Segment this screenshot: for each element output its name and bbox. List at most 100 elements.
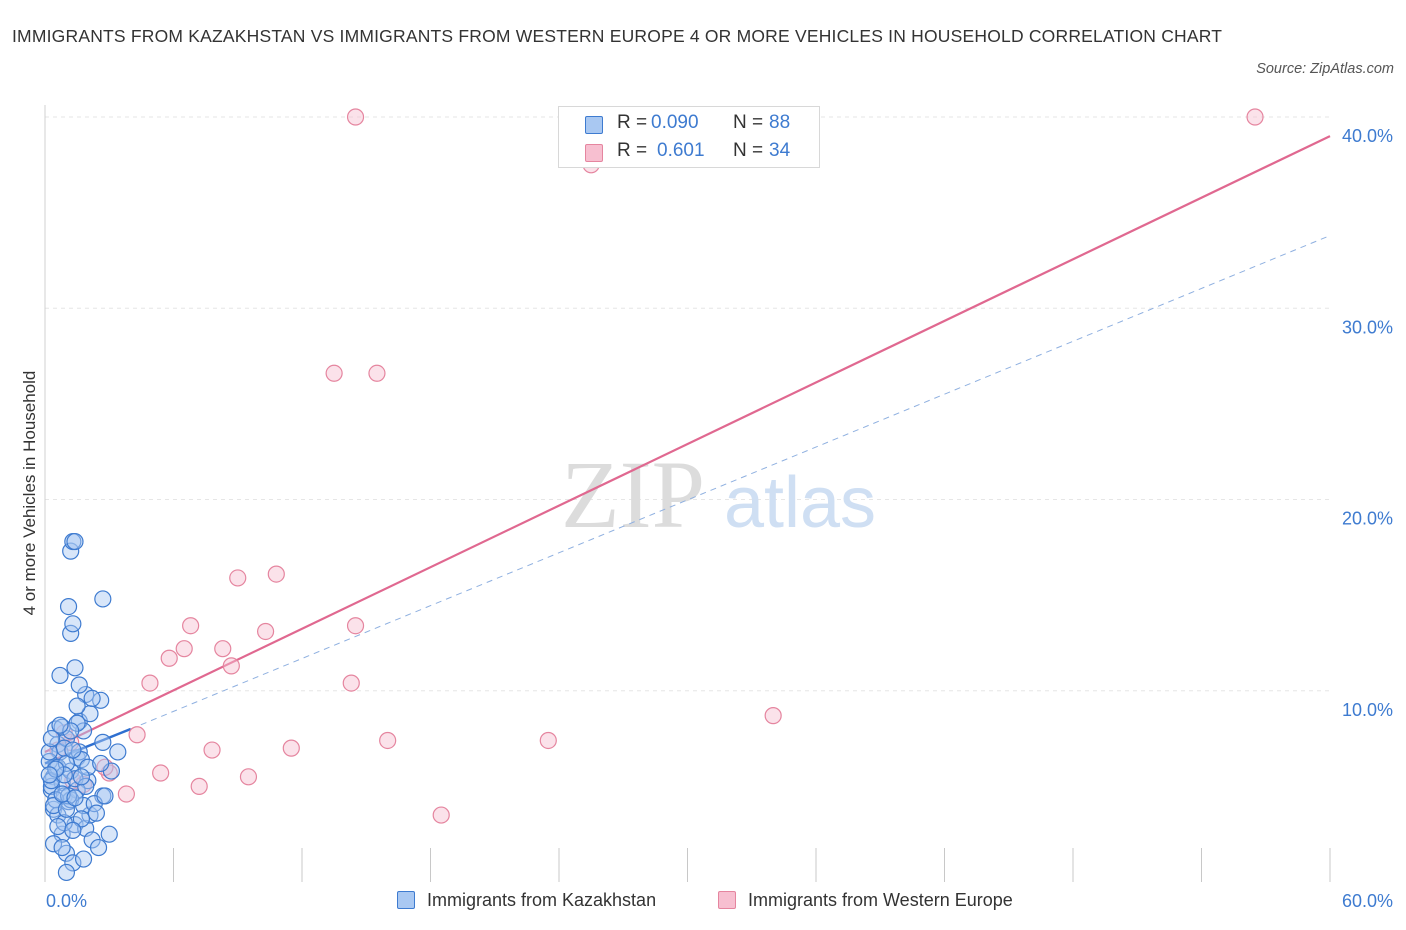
chart-title: IMMIGRANTS FROM KAZAKHSTAN VS IMMIGRANTS…	[12, 26, 1223, 46]
x-tick-label-max: 60.0%	[1341, 891, 1393, 911]
y-tick-label: 30.0%	[1342, 317, 1393, 337]
legend-r-value-western-europe: 0.601	[657, 140, 705, 161]
bottom-legend-swatch-western-europe	[718, 891, 736, 909]
legend-n-value-western-europe: 34	[769, 140, 791, 161]
point-kazakhstan	[72, 810, 91, 828]
point-kazakhstan	[89, 838, 108, 857]
point-western-europe	[346, 617, 365, 635]
point-kazakhstan	[94, 590, 112, 608]
point-kazakhstan	[64, 615, 82, 633]
bottom-legend-western-europe: Immigrants from Western Europe	[718, 890, 1013, 911]
bottom-legend-swatch-kazakhstan	[397, 891, 415, 909]
bottom-legend-kazakhstan: Immigrants from Kazakhstan	[397, 890, 656, 911]
point-kazakhstan	[53, 838, 71, 857]
point-kazakhstan	[74, 850, 93, 868]
trend-line-western-europe	[44, 135, 1331, 753]
point-kazakhstan	[100, 825, 118, 843]
point-kazakhstan	[59, 597, 78, 616]
legend-n-label: N =	[733, 112, 764, 133]
point-western-europe	[764, 707, 782, 725]
point-western-europe	[346, 108, 365, 126]
stats-legend: R = 0.090 N = 88 R = 0.601 N = 34	[558, 106, 820, 168]
point-western-europe	[267, 565, 285, 583]
point-kazakhstan	[44, 835, 63, 853]
points-layer	[40, 108, 1264, 882]
point-western-europe	[239, 768, 258, 786]
point-western-europe	[368, 364, 386, 382]
point-kazakhstan	[40, 766, 58, 784]
point-western-europe	[117, 785, 135, 803]
source-label: Source: ZipAtlas.com	[1256, 61, 1394, 77]
bottom-legend-label-western-europe: Immigrants from Western Europe	[748, 890, 1013, 910]
point-kazakhstan	[77, 777, 95, 795]
y-tick-label: 20.0%	[1342, 509, 1393, 529]
legend-r-label: R =	[617, 112, 648, 133]
point-kazakhstan	[42, 729, 61, 748]
point-kazakhstan	[55, 766, 73, 784]
bottom-legend-label-kazakhstan: Immigrants from Kazakhstan	[427, 890, 657, 910]
point-western-europe	[229, 569, 247, 587]
point-kazakhstan	[51, 716, 69, 734]
y-tick-labels: 10.0% 20.0% 30.0% 40.0%	[1342, 126, 1393, 720]
point-kazakhstan	[66, 659, 84, 677]
watermark-atlas: atlas	[724, 463, 876, 543]
point-kazakhstan	[40, 743, 58, 761]
point-western-europe	[152, 764, 170, 782]
x-tick-label-min: 0.0%	[46, 891, 88, 911]
point-kazakhstan	[49, 817, 67, 836]
point-kazakhstan	[94, 733, 112, 751]
point-western-europe	[342, 674, 360, 692]
point-western-europe	[214, 640, 232, 658]
point-western-europe	[141, 674, 159, 692]
legend-r-value-kazakhstan: 0.090	[651, 112, 699, 133]
y-tick-label: 10.0%	[1342, 700, 1393, 720]
point-kazakhstan	[47, 760, 65, 778]
point-western-europe	[175, 640, 193, 658]
point-western-europe	[379, 731, 397, 750]
point-kazakhstan	[66, 789, 84, 807]
watermark: ZIP atlas	[561, 441, 876, 548]
point-western-europe	[539, 731, 557, 750]
axis-layer	[44, 105, 1331, 882]
point-kazakhstan	[51, 666, 69, 685]
legend-swatch-western-europe	[585, 144, 603, 162]
point-western-europe	[1246, 108, 1264, 126]
trend-line-kazakhstan-extended	[130, 235, 1331, 730]
watermark-zip: ZIP	[561, 441, 705, 548]
point-kazakhstan	[59, 787, 78, 805]
point-kazakhstan	[64, 821, 82, 839]
point-kazakhstan	[53, 785, 71, 803]
point-western-europe	[203, 741, 221, 759]
point-kazakhstan	[68, 697, 86, 715]
legend-n-value-kazakhstan: 88	[769, 112, 791, 133]
point-western-europe	[160, 649, 178, 667]
point-western-europe	[182, 617, 200, 635]
point-western-europe	[282, 739, 300, 757]
point-kazakhstan	[64, 854, 82, 872]
y-tick-label: 40.0%	[1342, 126, 1393, 146]
point-kazakhstan	[70, 676, 88, 694]
point-kazakhstan	[64, 741, 82, 759]
point-kazakhstan	[66, 532, 84, 551]
grid-layer	[45, 116, 1330, 692]
point-kazakhstan	[92, 754, 110, 773]
point-western-europe	[190, 777, 208, 795]
point-kazakhstan	[57, 863, 76, 882]
point-kazakhstan	[72, 768, 91, 786]
point-kazakhstan	[83, 689, 101, 708]
point-western-europe	[222, 657, 240, 675]
point-kazakhstan	[44, 796, 63, 815]
legend-r-label: R =	[617, 140, 648, 161]
point-kazakhstan	[79, 758, 97, 776]
point-western-europe	[256, 622, 275, 641]
point-kazakhstan	[96, 787, 114, 805]
point-western-europe	[128, 726, 146, 744]
point-kazakhstan	[109, 743, 127, 761]
legend-swatch-kazakhstan	[585, 116, 603, 134]
point-western-europe	[432, 806, 450, 824]
legend-n-label: N =	[733, 140, 764, 161]
point-kazakhstan	[87, 804, 106, 822]
point-kazakhstan	[62, 722, 80, 740]
point-western-europe	[325, 364, 343, 382]
